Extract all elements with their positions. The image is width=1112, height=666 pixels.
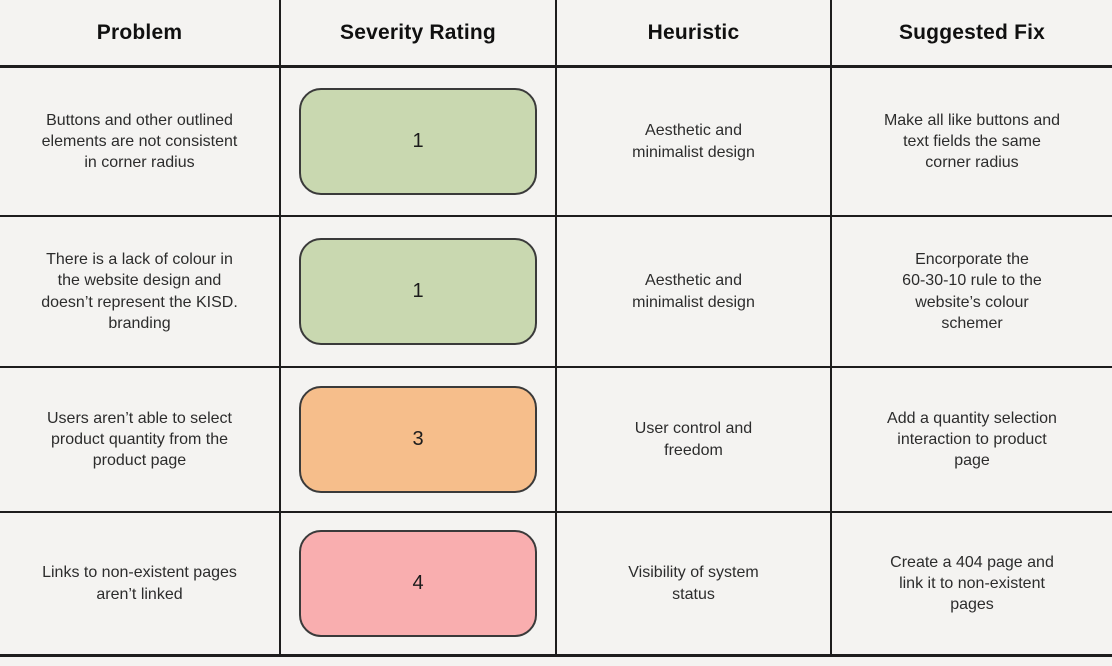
suggested-fix-text: Make all like buttons and text fields th… <box>883 111 1061 172</box>
heuristic-text: Aesthetic and minimalist design <box>632 272 755 311</box>
suggested-fix-cell: Create a 404 page and link it to non-exi… <box>832 513 1112 657</box>
severity-cell: 1 <box>281 68 557 217</box>
column-header-label: Suggested Fix <box>898 20 1046 44</box>
severity-badge: 3 <box>299 386 537 493</box>
severity-badge: 1 <box>299 238 537 345</box>
suggested-fix-cell: Encorporate the 60-30-10 rule to the web… <box>832 217 1112 368</box>
heuristic-text: User control and freedom <box>634 420 753 459</box>
severity-badge: 4 <box>299 530 537 637</box>
problem-text: Buttons and other outlined elements are … <box>41 111 238 172</box>
problem-text: Links to non-existent pages aren’t linke… <box>42 564 237 603</box>
problem-cell: Links to non-existent pages aren’t linke… <box>0 513 281 657</box>
heuristic-cell: Aesthetic and minimalist design <box>557 68 832 217</box>
column-header-heuristic: Heuristic <box>557 0 832 68</box>
problem-cell: Users aren’t able to select product quan… <box>0 368 281 513</box>
severity-cell: 4 <box>281 513 557 657</box>
heuristic-text: Visibility of system status <box>628 564 759 603</box>
severity-value: 1 <box>412 280 424 303</box>
heuristic-cell: Visibility of system status <box>557 513 832 657</box>
heuristic-text: Aesthetic and minimalist design <box>632 122 755 161</box>
heuristic-cell: Aesthetic and minimalist design <box>557 217 832 368</box>
column-header-label: Severity Rating <box>340 20 496 44</box>
column-header-suggested-fix: Suggested Fix <box>832 0 1112 68</box>
suggested-fix-text: Add a quantity selection interaction to … <box>887 409 1057 470</box>
severity-value: 3 <box>412 428 424 451</box>
severity-cell: 3 <box>281 368 557 513</box>
problem-cell: Buttons and other outlined elements are … <box>0 68 281 217</box>
suggested-fix-cell: Make all like buttons and text fields th… <box>832 68 1112 217</box>
severity-value: 1 <box>412 130 424 153</box>
heuristic-cell: User control and freedom <box>557 368 832 513</box>
column-header-problem: Problem <box>0 0 281 68</box>
problem-text: Users aren’t able to select product quan… <box>47 409 232 470</box>
column-header-label: Heuristic <box>647 20 740 44</box>
suggested-fix-cell: Add a quantity selection interaction to … <box>832 368 1112 513</box>
severity-value: 4 <box>412 572 424 595</box>
severity-badge: 1 <box>299 88 537 195</box>
column-header-label: Problem <box>96 20 183 44</box>
problem-text: There is a lack of colour in the website… <box>41 250 238 332</box>
problem-cell: There is a lack of colour in the website… <box>0 217 281 368</box>
suggested-fix-text: Create a 404 page and link it to non-exi… <box>890 553 1054 614</box>
severity-cell: 1 <box>281 217 557 368</box>
suggested-fix-text: Encorporate the 60-30-10 rule to the web… <box>902 250 1042 332</box>
column-header-severity-rating: Severity Rating <box>281 0 557 68</box>
